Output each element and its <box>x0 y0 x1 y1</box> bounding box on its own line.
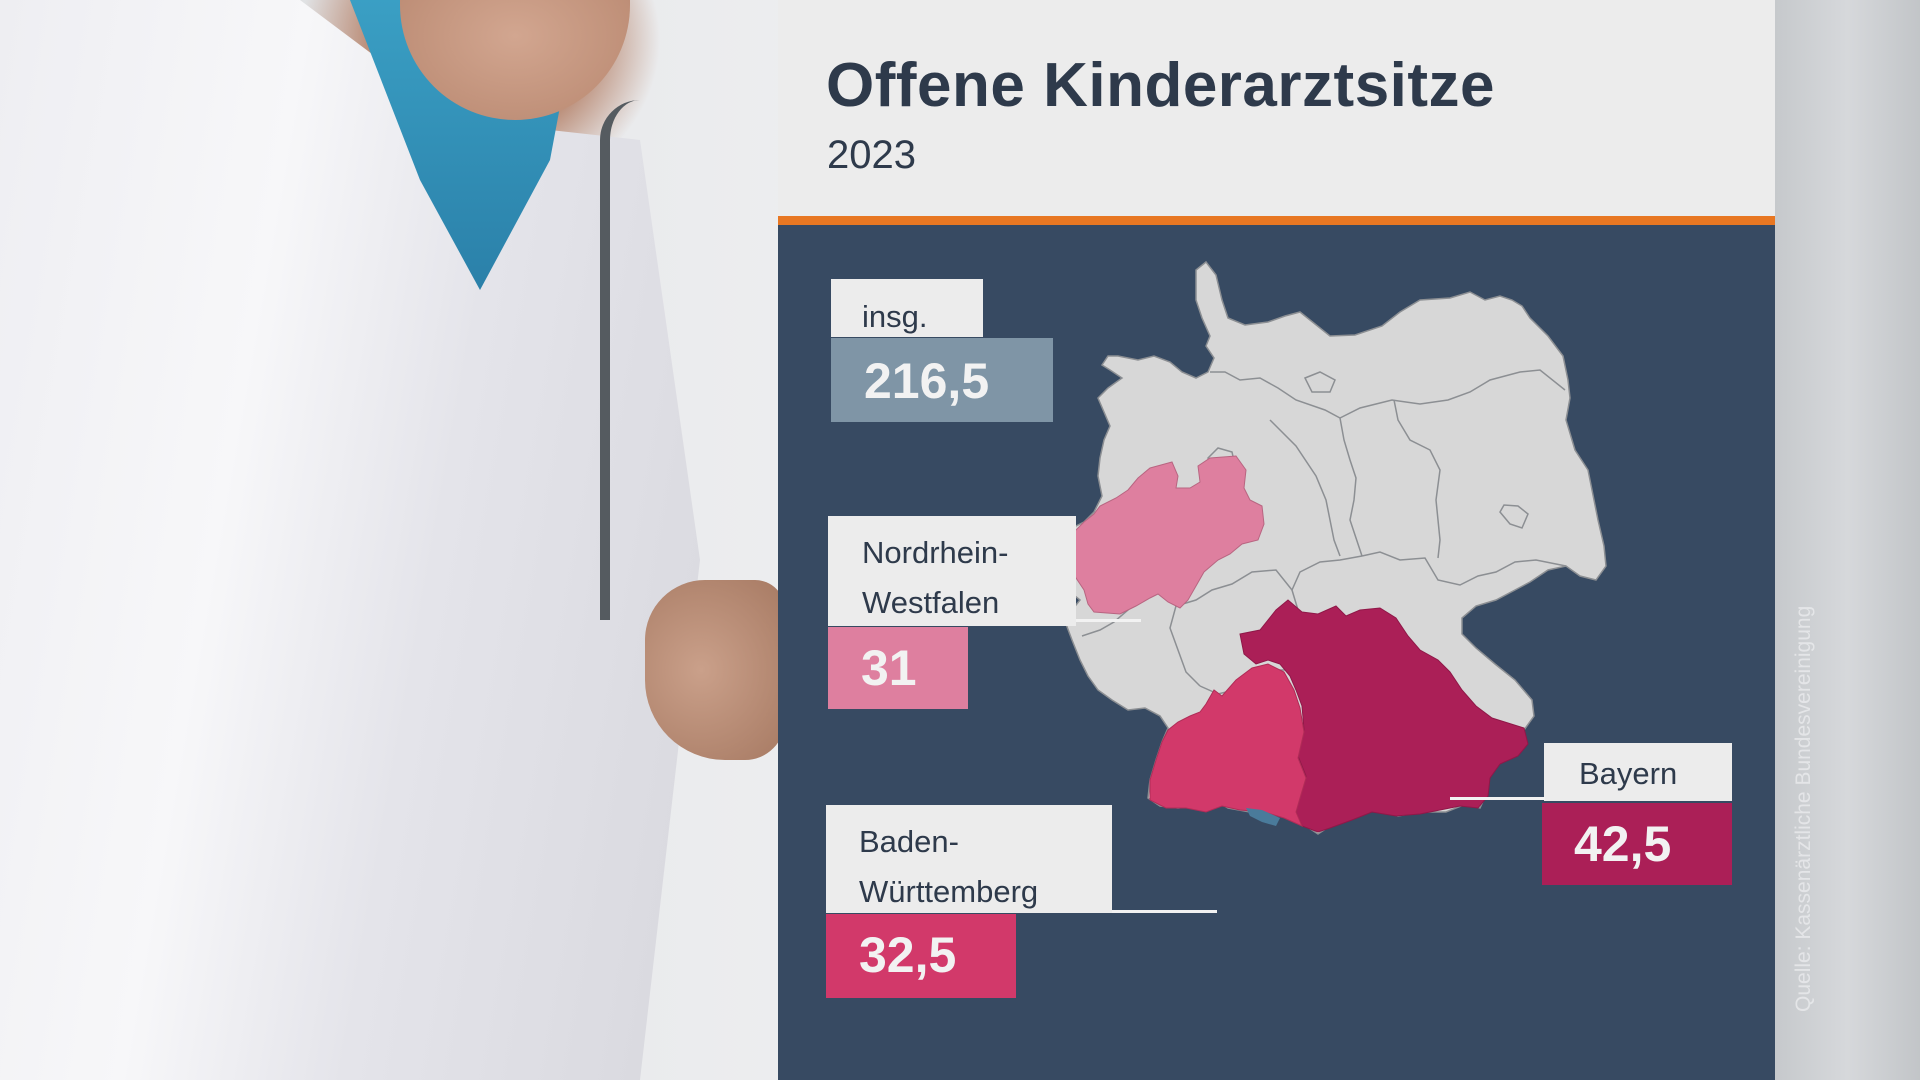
chart-title: Offene Kinderarztsitze <box>826 51 1496 120</box>
bayern-value-text: 42,5 <box>1574 816 1672 872</box>
lake-constance <box>1246 808 1280 826</box>
bw-label: Baden- Württemberg <box>826 805 1112 913</box>
bayern-leader-line <box>1450 797 1545 800</box>
nrw-value-text: 31 <box>861 640 917 696</box>
right-background <box>1775 0 1920 1080</box>
bayern-label-text: Bayern <box>1579 756 1678 791</box>
total-value: 216,5 <box>831 338 1053 422</box>
nrw-label-line2: Westfalen <box>862 585 1000 620</box>
bayern-value: 42,5 <box>1542 803 1732 885</box>
source-note: Quelle: Kassenärztliche Bundesvereinigun… <box>1792 605 1815 1012</box>
nrw-label: Nordrhein- Westfalen <box>828 516 1076 626</box>
bayern-label: Bayern <box>1544 743 1732 801</box>
total-label-text: insg. <box>862 299 928 334</box>
total-value-text: 216,5 <box>864 353 990 409</box>
stethoscope-image <box>600 100 650 620</box>
region-bayern <box>1239 599 1529 833</box>
bw-label-line1: Baden- <box>859 824 959 859</box>
nrw-label-line1: Nordrhein- <box>862 535 1009 570</box>
chart-subtitle: 2023 <box>827 133 916 177</box>
bw-value-text: 32,5 <box>859 927 957 983</box>
doctor-hand-image <box>645 580 785 760</box>
accent-bar <box>778 216 1775 225</box>
nrw-value: 31 <box>828 627 968 709</box>
panel-header: Offene Kinderarztsitze 2023 <box>778 0 1775 216</box>
doctor-coat-image <box>0 0 700 1080</box>
bw-value: 32,5 <box>826 914 1016 998</box>
total-label: insg. <box>831 279 983 337</box>
region-baden-wuerttemberg <box>1149 663 1307 827</box>
nrw-leader-line <box>1076 619 1141 622</box>
bw-leader-line <box>1112 910 1217 913</box>
bw-label-line2: Württemberg <box>859 874 1039 909</box>
